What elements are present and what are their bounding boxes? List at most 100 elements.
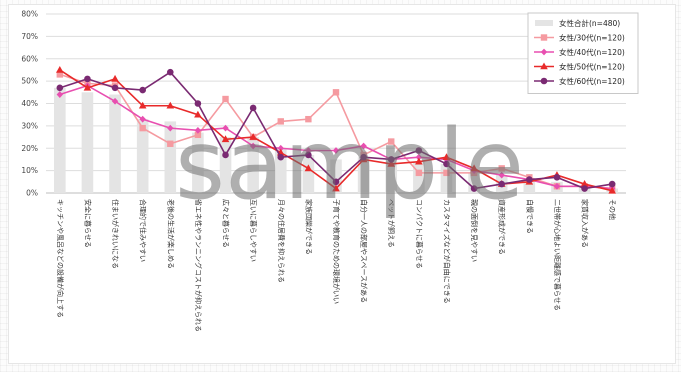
- data-point: [540, 77, 548, 85]
- category-label: キッチンや風呂などの設備が向上する: [56, 199, 65, 318]
- y-tick-label: 40%: [21, 99, 38, 108]
- category-label: カスタマイズなどが自由にできる: [442, 199, 451, 304]
- legend-box: [527, 12, 639, 94]
- data-point: [415, 157, 423, 165]
- bar: [274, 148, 287, 193]
- bar: [330, 159, 342, 193]
- category-label: 二世帯が心地よい距離感で暮らせる: [553, 199, 562, 311]
- watermark-text: sample: [175, 109, 524, 221]
- bar: [523, 179, 536, 193]
- data-point: [222, 151, 229, 159]
- data-point: [498, 180, 506, 188]
- legend-label: 女性/50代(n=120): [559, 62, 625, 72]
- data-point: [388, 138, 395, 145]
- data-point: [442, 153, 451, 160]
- category-label: コンパクトに暮らせる: [415, 199, 424, 269]
- data-point: [332, 178, 340, 186]
- bar: [164, 121, 177, 193]
- data-point: [56, 71, 64, 78]
- y-tick-label: 70%: [21, 32, 38, 41]
- data-point: [277, 153, 285, 161]
- data-point: [540, 62, 548, 70]
- data-point: [222, 124, 229, 132]
- data-point: [138, 101, 147, 109]
- data-point: [111, 97, 119, 105]
- data-point: [194, 131, 202, 139]
- data-point: [139, 86, 146, 94]
- category-label: その他: [608, 199, 617, 220]
- bar: [109, 94, 121, 193]
- data-point: [332, 89, 340, 96]
- data-point: [56, 65, 64, 73]
- x-axis: キッチンや風呂などの設備が向上する 安全に暮らせる 住まいがきれいになる 合理的で住み…: [56, 199, 617, 332]
- data-point: [277, 118, 284, 125]
- category-label: 老後の生活が楽しめる: [166, 199, 175, 269]
- category-label: ペットが飼える: [387, 199, 396, 248]
- data-point: [277, 144, 284, 152]
- data-point: [415, 153, 423, 161]
- data-point: [167, 124, 174, 132]
- data-point: [221, 135, 230, 143]
- bar: [54, 87, 66, 193]
- y-tick-label: 50%: [21, 77, 38, 86]
- data-point: [167, 140, 174, 147]
- bar: [468, 172, 480, 193]
- data-point: [166, 68, 174, 76]
- data-point: [608, 180, 616, 188]
- bar: [357, 157, 370, 193]
- bar: [385, 159, 398, 193]
- data-point: [360, 142, 367, 150]
- category-label: 家賃収入がある: [581, 199, 590, 248]
- y-tick-label: 20%: [21, 144, 38, 153]
- data-point: [249, 142, 257, 150]
- data-point: [470, 185, 478, 192]
- legend: 女性合計(n=480) 女性/30代(n=120) 女性/40代(n=120) 女性/…: [527, 12, 639, 94]
- series-line-group: [56, 68, 616, 192]
- legend-label: 女性/60代(n=120): [559, 76, 625, 86]
- bar: [219, 137, 232, 193]
- category-label: 家族団欒ができる: [304, 199, 313, 255]
- category-label: 互いに暮らしやすい: [249, 199, 258, 262]
- legend-label: 女性合計(n=480): [559, 18, 620, 28]
- data-point: [498, 165, 505, 172]
- data-point: [360, 153, 367, 161]
- data-point: [415, 169, 423, 177]
- category-label: 月々の住居費を抑えられる: [277, 199, 286, 283]
- bar: [413, 161, 425, 193]
- data-point: [305, 115, 312, 123]
- data-point: [305, 151, 312, 159]
- data-point: [443, 169, 450, 177]
- bar-series: [54, 87, 618, 193]
- data-point: [83, 83, 92, 91]
- y-axis: 0% 10% 20% 30% 40% 50% 60% 70% 80%: [21, 10, 38, 198]
- bar: [302, 154, 315, 193]
- data-point: [526, 176, 533, 183]
- data-point: [608, 186, 616, 194]
- data-point: [222, 95, 229, 103]
- bar: [247, 137, 259, 193]
- category-label: 子育てや教育のための環境がいい: [332, 199, 341, 304]
- bar: [440, 163, 453, 193]
- data-point: [304, 164, 313, 172]
- data-point: [387, 156, 395, 163]
- data-point: [56, 91, 64, 98]
- category-label: 自慢できる: [525, 199, 534, 234]
- data-point: [553, 174, 561, 181]
- y-tick-label: 0%: [26, 189, 38, 198]
- data-point: [111, 84, 119, 92]
- legend-label: 女性/30代(n=120): [559, 33, 625, 43]
- data-point: [111, 74, 119, 82]
- data-point: [194, 100, 202, 107]
- category-label: 広々と暮らせる: [222, 199, 231, 248]
- data-point: [139, 115, 146, 123]
- data-point: [581, 185, 588, 192]
- data-point: [415, 147, 423, 154]
- data-point: [540, 34, 548, 41]
- y-tick-label: 30%: [21, 121, 38, 130]
- data-point: [553, 182, 561, 190]
- data-point: [84, 75, 91, 83]
- data-point: [540, 48, 548, 56]
- data-point: [498, 171, 505, 179]
- data-point: [194, 110, 202, 118]
